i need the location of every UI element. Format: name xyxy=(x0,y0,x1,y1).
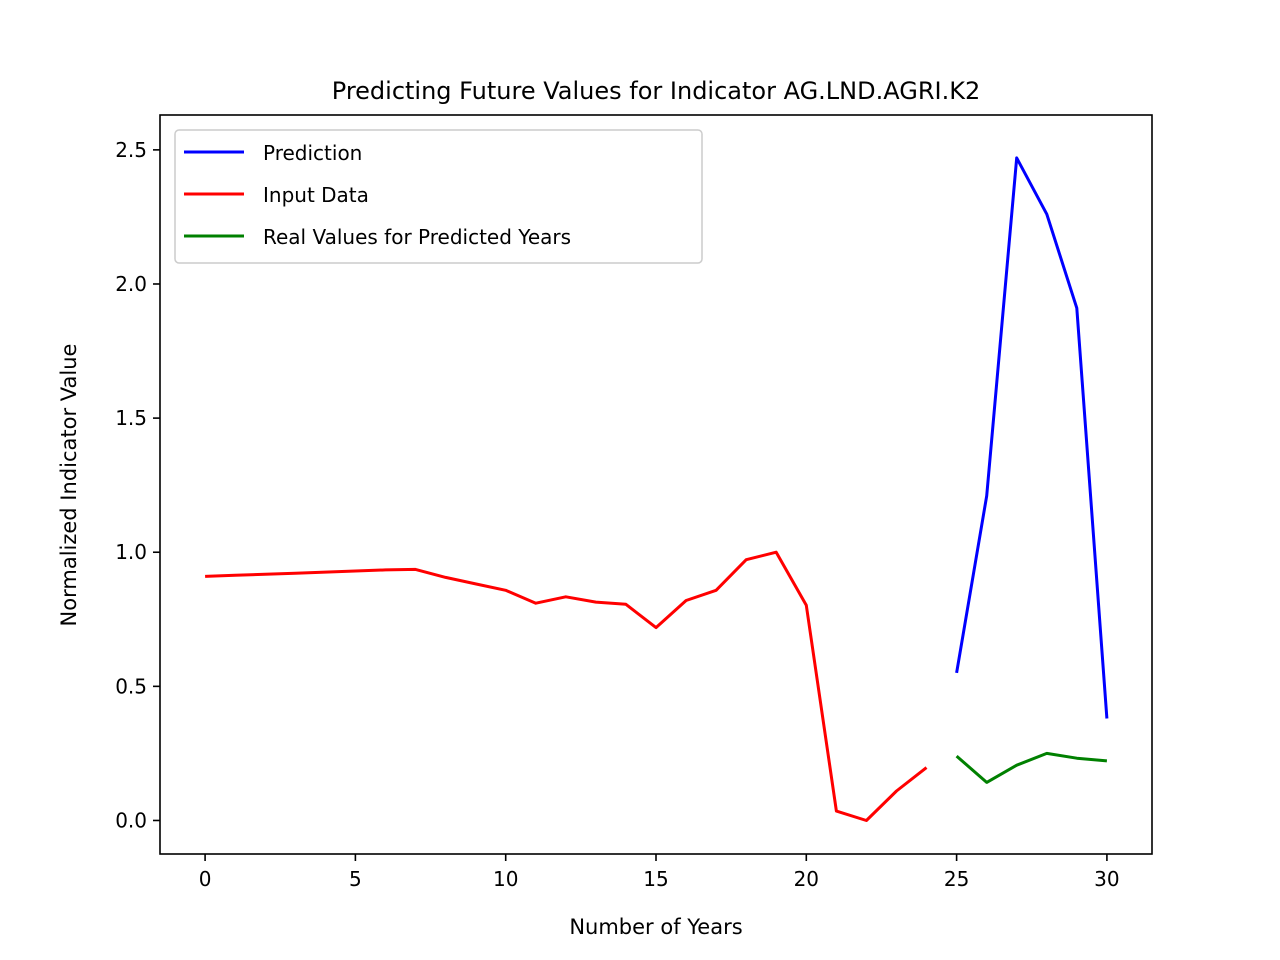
y-tick-label: 2.0 xyxy=(115,272,147,296)
x-tick-label: 25 xyxy=(944,867,969,891)
legend-label-prediction: Prediction xyxy=(263,141,362,165)
y-tick-label: 1.0 xyxy=(115,540,147,564)
series-line-prediction xyxy=(955,156,1109,719)
x-tick-label: 0 xyxy=(199,867,212,891)
legend-label-input-data: Input Data xyxy=(263,183,369,207)
series-layer xyxy=(205,156,1109,822)
x-tick-label: 5 xyxy=(349,867,362,891)
legend: Prediction Input Data Real Values for Pr… xyxy=(174,129,703,264)
chart-title: Predicting Future Values for Indicator A… xyxy=(332,77,980,105)
plot-area-frame xyxy=(159,114,1153,855)
series-line-real-values-for-predicted-years xyxy=(955,751,1108,784)
x-axis-title: Number of Years xyxy=(569,915,742,939)
y-tick-label: 1.5 xyxy=(115,406,147,430)
legend-label-real-values: Real Values for Predicted Years xyxy=(263,225,571,249)
x-tick-label: 10 xyxy=(493,867,518,891)
legend-box xyxy=(174,129,703,264)
y-tick-label: 2.5 xyxy=(115,138,147,162)
x-tick-label: 30 xyxy=(1094,867,1119,891)
y-tick-label: 0.0 xyxy=(115,808,147,832)
y-axis-ticks: 0.0 0.5 1.0 1.5 2.0 2.5 xyxy=(115,138,160,832)
series-line-input-data xyxy=(205,550,928,822)
x-axis-ticks: 0 5 10 15 20 25 30 xyxy=(199,854,1120,891)
x-tick-label: 15 xyxy=(643,867,668,891)
y-tick-label: 0.5 xyxy=(115,674,147,698)
y-axis-title: Normalized Indicator Value xyxy=(57,344,81,627)
x-tick-label: 20 xyxy=(794,867,819,891)
